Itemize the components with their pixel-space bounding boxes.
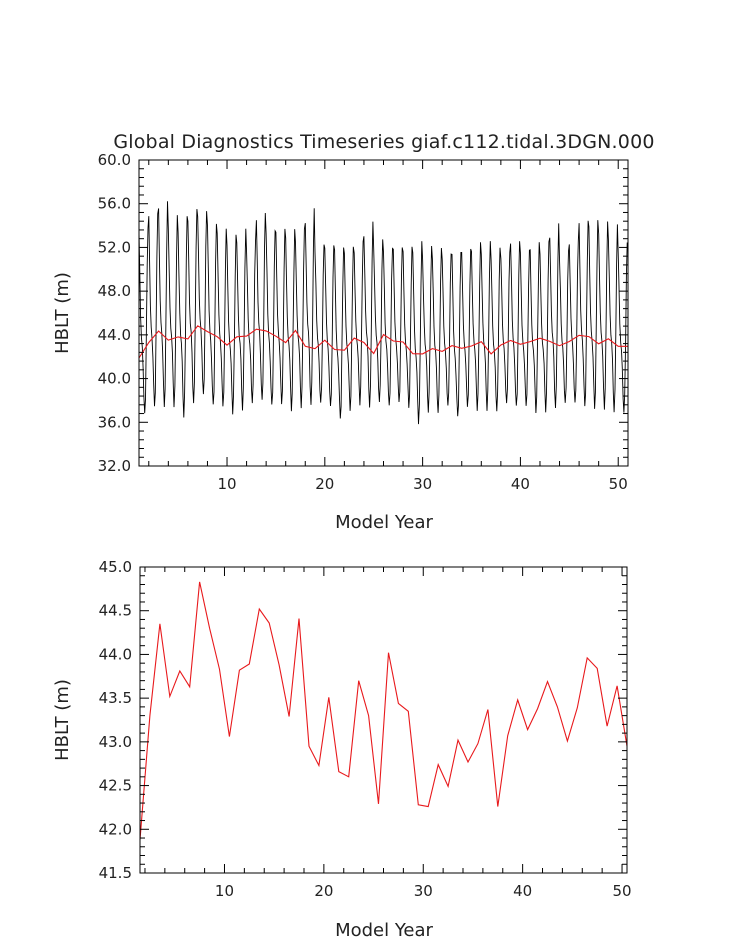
top-y-axis-label: HBLT (m) <box>52 272 73 354</box>
bottom-chart-plot-area <box>139 581 628 840</box>
series-line-monthly <box>138 201 628 425</box>
top-x-axis-label: Model Year <box>335 512 433 533</box>
y-tick-label: 42.5 <box>99 777 132 795</box>
x-tick-label: 50 <box>612 882 631 900</box>
y-tick-label: 44.0 <box>99 645 132 663</box>
top-chart: Global Diagnostics Timeseries giaf.c112.… <box>52 131 654 533</box>
x-tick-label: 40 <box>511 475 530 493</box>
x-tick-label: 40 <box>513 882 532 900</box>
y-tick-label: 42.0 <box>99 820 132 838</box>
y-tick-label: 41.5 <box>99 864 132 882</box>
top-x-axis: 10 20 30 40 50 <box>148 160 628 493</box>
y-tick-label: 44.5 <box>99 602 132 620</box>
bottom-y-axis-label: HBLT (m) <box>52 679 73 761</box>
chart-title: Global Diagnostics Timeseries giaf.c112.… <box>113 131 654 153</box>
top-y-axis: 32.0 36.0 40.0 44.0 48.0 52.0 56.0 60.0 <box>98 151 628 475</box>
y-tick-label: 36.0 <box>98 413 131 431</box>
series-line-annual-mean <box>139 581 628 840</box>
x-tick-label: 50 <box>609 475 628 493</box>
bottom-y-axis: 41.5 42.0 42.5 43.0 43.5 44.0 44.5 45.0 <box>99 558 627 882</box>
y-tick-label: 43.0 <box>99 733 132 751</box>
y-tick-label: 52.0 <box>98 238 131 256</box>
series-line-annual-mean <box>138 325 628 359</box>
x-tick-label: 20 <box>314 882 333 900</box>
x-tick-label: 10 <box>215 882 234 900</box>
y-tick-label: 44.0 <box>98 326 131 344</box>
bottom-x-axis: 10 20 30 40 50 <box>144 567 632 900</box>
x-tick-label: 30 <box>414 882 433 900</box>
y-tick-label: 32.0 <box>98 457 131 475</box>
x-tick-label: 30 <box>413 475 432 493</box>
bottom-chart: 41.542.042.543.043.544.044.545.0 10 20 30 4… <box>52 558 632 941</box>
bottom-x-axis-label: Model Year <box>335 920 433 941</box>
y-tick-label: 48.0 <box>98 282 131 300</box>
top-chart-frame <box>138 159 629 467</box>
y-tick-label: 60.0 <box>98 151 131 169</box>
y-tick-label: 40.0 <box>98 370 131 388</box>
x-tick-label: 10 <box>217 475 236 493</box>
x-tick-label: 20 <box>315 475 334 493</box>
y-tick-label: 45.0 <box>99 558 132 576</box>
y-tick-label: 43.5 <box>99 689 132 707</box>
top-chart-plot-area <box>138 201 628 425</box>
y-tick-label: 56.0 <box>98 195 131 213</box>
